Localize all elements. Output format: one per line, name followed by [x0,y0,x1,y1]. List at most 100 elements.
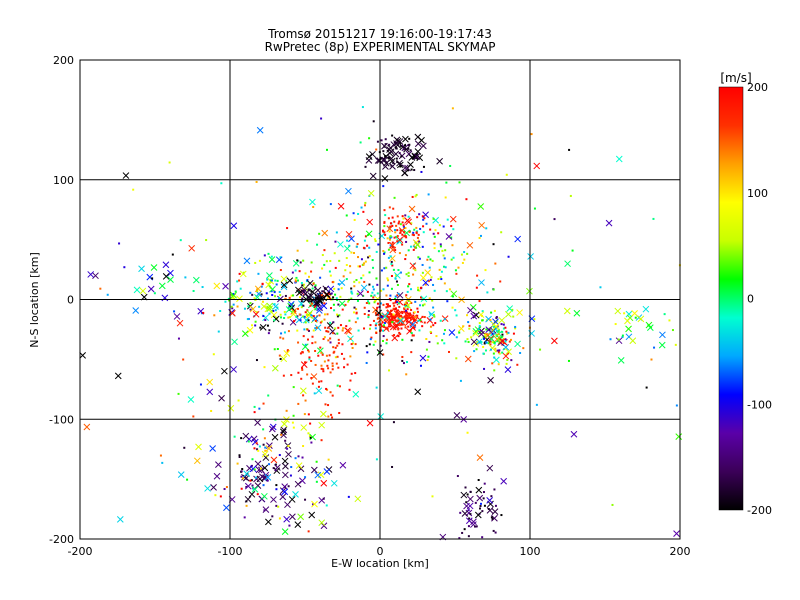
data-point-cross [249,465,257,473]
data-point [458,331,461,334]
data-point-cross [407,161,414,169]
data-point [357,256,360,259]
data-point [393,308,396,311]
data-point-cross [280,275,288,283]
data-point [424,283,427,286]
data-point-cross [414,388,422,396]
data-point [413,326,416,329]
data-point [290,374,293,377]
data-point [675,404,678,407]
data-point-cross [478,221,486,229]
data-point [479,504,482,507]
data-point [225,486,228,489]
data-point [467,321,470,324]
data-point-cross [221,367,228,375]
data-point [470,336,473,339]
data-point-cross [642,305,650,313]
data-point [392,319,395,322]
data-point-cross [273,467,281,475]
data-point [411,233,414,236]
data-point [373,294,376,297]
data-point [258,407,261,410]
data-point [451,107,454,110]
data-point [332,303,335,306]
data-point [339,324,342,327]
data-point [375,322,378,325]
data-point-cross [673,530,680,537]
data-point [439,245,442,248]
data-point [432,283,435,286]
data-point [279,256,282,259]
data-point [428,297,431,300]
data-point [250,479,253,482]
data-point [312,329,315,332]
data-point [493,332,496,335]
data-point [410,222,413,225]
data-point-cross [268,256,276,263]
data-point [418,213,421,216]
data-point-cross [360,284,368,292]
data-point [413,311,416,314]
data-point [330,292,333,295]
data-point [383,252,386,255]
data-point [423,303,426,306]
data-point [318,380,321,383]
data-point [347,329,350,332]
data-point [323,336,326,339]
data-point [306,328,309,331]
data-point-cross [472,330,479,337]
data-point-cross [467,495,474,503]
data-point [375,148,378,151]
data-point-cross [317,347,324,355]
data-point [279,313,282,316]
data-point [400,327,403,330]
data-point [395,224,398,227]
data-point [369,324,372,327]
data-point [343,357,346,360]
data-point [314,349,317,352]
data-point [332,332,335,335]
data-point [414,316,417,319]
data-point [507,255,510,258]
data-point-cross [239,270,247,278]
data-point [382,150,385,153]
data-point [371,259,374,262]
data-point [390,262,393,265]
data-point [475,525,478,528]
data-point [367,310,370,313]
data-point [254,324,257,327]
data-point-cross [116,516,124,523]
data-point [668,319,671,322]
data-point-cross [337,202,345,210]
data-point [486,333,489,336]
data-point [259,467,262,470]
data-point [485,227,488,230]
data-point-cross [264,474,272,481]
data-point [318,314,321,317]
data-point [214,494,217,497]
data-point [240,475,243,478]
data-point [483,337,486,340]
data-point-cross [624,317,631,325]
data-point [297,307,300,310]
data-point [374,311,377,314]
data-point [297,371,300,374]
data-point [388,238,391,241]
data-point [375,309,378,312]
data-point [426,258,429,261]
data-point [443,282,446,285]
data-point [397,222,400,225]
data-point-cross [162,273,170,280]
data-point-cross [265,518,272,526]
data-point [377,243,380,246]
data-point-cross [294,521,302,528]
data-point-cross [256,126,264,134]
data-point [314,305,317,308]
data-point [393,334,396,337]
data-point [375,386,378,389]
data-point-cross [227,404,235,412]
data-point [99,287,102,290]
data-point [498,342,501,345]
data-point [491,332,494,335]
data-point [432,232,435,235]
